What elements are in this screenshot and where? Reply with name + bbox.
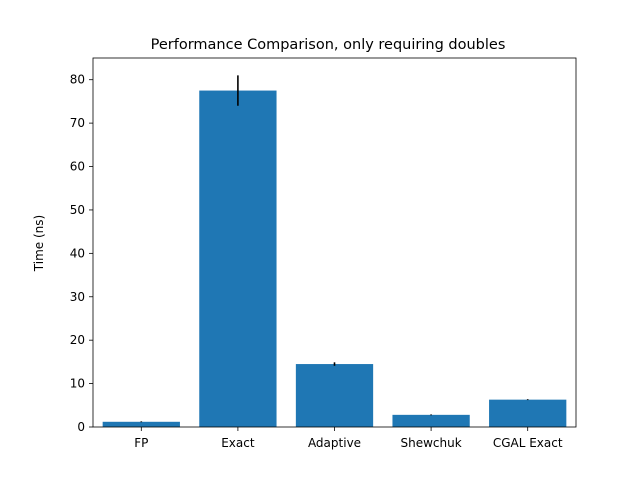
bar-fp [102, 421, 180, 427]
y-tick-label: 40 [70, 246, 85, 260]
x-tick-label: Exact [221, 436, 255, 450]
x-tick-label: CGAL Exact [493, 436, 563, 450]
bar-exact [199, 90, 277, 427]
plot-area: FP Exact Adaptive Shewchuk CGAL Exact 0 10 20 30… [70, 57, 577, 450]
y-tick-label: 0 [77, 420, 85, 434]
x-tick-label: FP [134, 436, 148, 450]
y-tick-label: 70 [70, 116, 85, 130]
bar-adaptive [295, 364, 374, 427]
y-tick-label: 60 [70, 160, 85, 174]
y-tick-label: 20 [70, 333, 85, 347]
y-axis-label: Time (ns) [32, 215, 46, 272]
y-tick-label: 30 [70, 290, 85, 304]
y-tick-label: 10 [70, 377, 85, 391]
axes-frame [92, 57, 577, 428]
y-tick-label: 80 [70, 73, 85, 87]
x-tick-label: Shewchuk [401, 436, 462, 450]
chart-title: Performance Comparison, only requiring d… [151, 37, 506, 53]
x-tick-label: Adaptive [308, 436, 361, 450]
bar-shewchuk [392, 414, 470, 427]
bar-cgal-exact [489, 399, 567, 427]
y-tick-label: 50 [70, 203, 85, 217]
